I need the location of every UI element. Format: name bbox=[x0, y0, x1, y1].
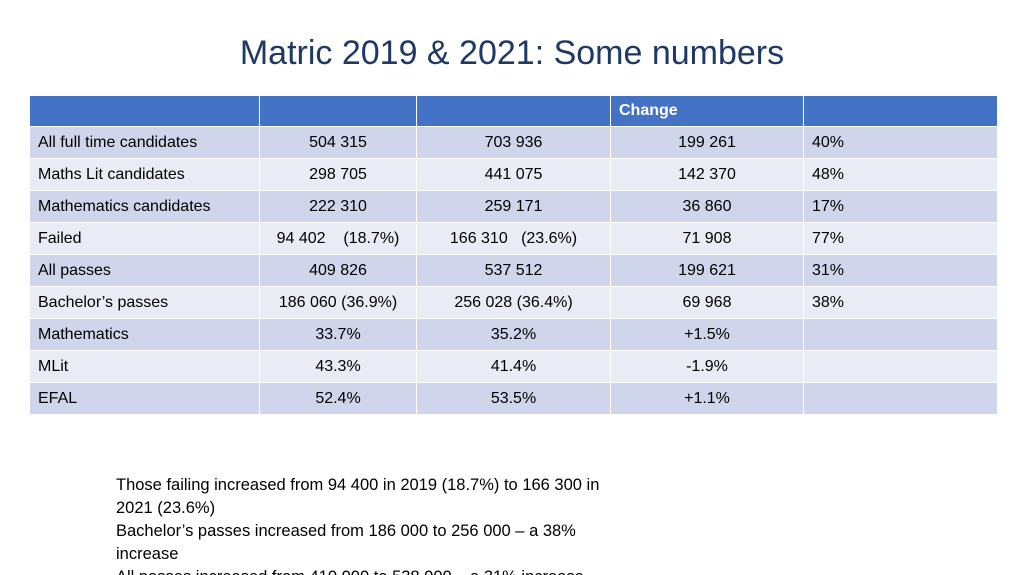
table-row: EFAL 52.4% 53.5% +1.1% bbox=[29, 382, 998, 415]
value-percent bbox=[803, 318, 998, 351]
value-2021: 537 512 bbox=[416, 254, 611, 287]
value-percent: 40% bbox=[803, 126, 998, 159]
row-label: Failed bbox=[29, 222, 260, 255]
value-percent: 31% bbox=[803, 254, 998, 287]
table-row: MLit 43.3% 41.4% -1.9% bbox=[29, 350, 998, 383]
value-2019: 504 315 bbox=[259, 126, 417, 159]
note-bachelors: Bachelor’s passes increased from 186 000… bbox=[116, 522, 576, 563]
header-cell-label bbox=[29, 95, 260, 127]
value-2021: 259 171 bbox=[416, 190, 611, 223]
value-change: 199 621 bbox=[610, 254, 804, 287]
value-change: 69 968 bbox=[610, 286, 804, 319]
row-label: Mathematics bbox=[29, 318, 260, 351]
value-2021: 166 310 (23.6%) bbox=[416, 222, 611, 255]
row-label: All full time candidates bbox=[29, 126, 260, 159]
note-failing: Those failing increased from 94 400 in 2… bbox=[116, 476, 600, 517]
row-label: MLit bbox=[29, 350, 260, 383]
numbers-table: Change All full time candidates 504 315 … bbox=[29, 95, 998, 415]
table-header-row: Change bbox=[29, 95, 998, 127]
header-cell-2019 bbox=[259, 95, 417, 127]
header-cell-change: Change bbox=[610, 95, 804, 127]
table-row: Bachelor’s passes 186 060 (36.9%) 256 02… bbox=[29, 286, 998, 319]
summary-notes: Those failing increased from 94 400 in 2… bbox=[116, 474, 616, 575]
table-row: All passes 409 826 537 512 199 621 31% bbox=[29, 254, 998, 287]
value-percent bbox=[803, 382, 998, 415]
value-change: 142 370 bbox=[610, 158, 804, 191]
row-label: All passes bbox=[29, 254, 260, 287]
value-change: 199 261 bbox=[610, 126, 804, 159]
value-percent bbox=[803, 350, 998, 383]
value-change: 71 908 bbox=[610, 222, 804, 255]
value-change: -1.9% bbox=[610, 350, 804, 383]
value-2021: 703 936 bbox=[416, 126, 611, 159]
note-all-passes: All passes increased from 410 000 to 538… bbox=[116, 566, 616, 575]
table-row: Mathematics 33.7% 35.2% +1.5% bbox=[29, 318, 998, 351]
value-2019: 186 060 (36.9%) bbox=[259, 286, 417, 319]
value-2019: 33.7% bbox=[259, 318, 417, 351]
table-row: Failed 94 402 (18.7%) 166 310 (23.6%) 71… bbox=[29, 222, 998, 255]
header-cell-percent bbox=[803, 95, 998, 127]
value-2019: 43.3% bbox=[259, 350, 417, 383]
value-2021: 41.4% bbox=[416, 350, 611, 383]
value-2021: 256 028 (36.4%) bbox=[416, 286, 611, 319]
header-cell-2021 bbox=[416, 95, 611, 127]
table-row: Maths Lit candidates 298 705 441 075 142… bbox=[29, 158, 998, 191]
table-row: All full time candidates 504 315 703 936… bbox=[29, 126, 998, 159]
value-2021: 441 075 bbox=[416, 158, 611, 191]
value-percent: 17% bbox=[803, 190, 998, 223]
value-change: +1.5% bbox=[610, 318, 804, 351]
value-2021: 53.5% bbox=[416, 382, 611, 415]
value-2019: 409 826 bbox=[259, 254, 417, 287]
row-label: EFAL bbox=[29, 382, 260, 415]
value-2019: 52.4% bbox=[259, 382, 417, 415]
value-2019: 298 705 bbox=[259, 158, 417, 191]
table-row: Mathematics candidates 222 310 259 171 3… bbox=[29, 190, 998, 223]
value-percent: 38% bbox=[803, 286, 998, 319]
slide-title: Matric 2019 & 2021: Some numbers bbox=[239, 34, 785, 72]
row-label: Mathematics candidates bbox=[29, 190, 260, 223]
row-label: Maths Lit candidates bbox=[29, 158, 260, 191]
value-percent: 48% bbox=[803, 158, 998, 191]
value-percent: 77% bbox=[803, 222, 998, 255]
value-2019: 222 310 bbox=[259, 190, 417, 223]
value-change: 36 860 bbox=[610, 190, 804, 223]
value-change: +1.1% bbox=[610, 382, 804, 415]
value-2021: 35.2% bbox=[416, 318, 611, 351]
value-2019: 94 402 (18.7%) bbox=[259, 222, 417, 255]
row-label: Bachelor’s passes bbox=[29, 286, 260, 319]
